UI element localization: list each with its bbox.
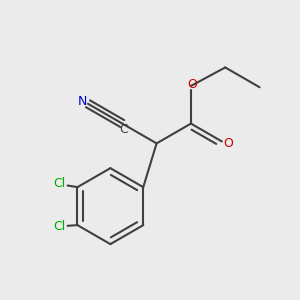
Text: Cl: Cl	[53, 220, 65, 233]
Text: Cl: Cl	[53, 177, 65, 190]
Text: O: O	[223, 136, 233, 150]
Text: O: O	[187, 78, 197, 92]
Text: C: C	[120, 123, 128, 136]
Text: N: N	[77, 94, 87, 108]
